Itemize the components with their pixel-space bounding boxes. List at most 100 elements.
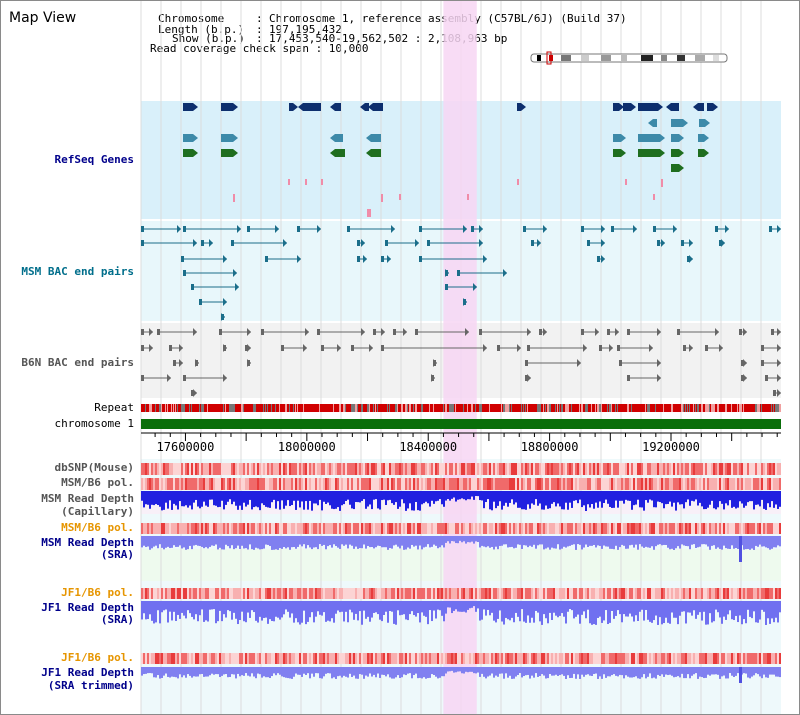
msm-b6-polymorphism-2 (163, 523, 165, 534)
msm-sra-depth (319, 536, 321, 545)
repeat-element (295, 404, 296, 412)
msm-b6-polymorphism (181, 478, 183, 490)
msm-b6-polymorphism (633, 478, 635, 490)
dbsnp-density (661, 463, 663, 475)
msm-sra-depth (327, 536, 329, 547)
msm-capillary-depth (385, 491, 387, 506)
repeat-element (189, 404, 190, 412)
jf1-b6-polymorphism (769, 588, 771, 599)
jf1-trimmed-depth (495, 667, 497, 676)
jf1-sra-depth (735, 601, 737, 616)
jf1-trimmed-depth (331, 667, 333, 679)
msm-b6-polymorphism-2 (609, 523, 611, 534)
msm-b6-polymorphism-2 (393, 523, 395, 534)
msm-capillary-depth (205, 491, 207, 506)
dbsnp-density (189, 463, 191, 475)
jf1-b6-polymorphism-2 (305, 653, 307, 664)
jf1-trimmed-depth (599, 667, 601, 677)
jf1-b6-polymorphism (605, 588, 607, 599)
jf1-b6-polymorphism (525, 588, 527, 599)
jf1-b6-polymorphism (553, 588, 555, 599)
jf1-b6-polymorphism (577, 588, 579, 599)
dbsnp-density (405, 463, 407, 475)
repeat-element (183, 404, 185, 412)
jf1-b6-polymorphism-2 (273, 653, 275, 664)
jf1-trimmed-depth (363, 667, 365, 679)
jf1-b6-polymorphism (547, 588, 549, 599)
msm-b6-polymorphism (561, 478, 563, 490)
jf1-sra-depth (197, 601, 199, 622)
msm-b6-polymorphism-2 (699, 523, 701, 534)
jf1-trimmed-depth (669, 667, 671, 675)
jf1-b6-polymorphism (539, 588, 541, 599)
jf1-b6-polymorphism (765, 588, 767, 599)
msm-sra-depth (257, 536, 259, 549)
msm-sra-depth (229, 536, 231, 549)
jf1-b6-polymorphism-2 (525, 653, 527, 664)
jf1-b6-polymorphism (271, 588, 273, 599)
msm-capillary-depth (453, 491, 455, 498)
jf1-sra-depth (273, 601, 275, 622)
jf1-b6-polymorphism-2 (475, 653, 477, 664)
jf1-trimmed-depth (475, 667, 477, 674)
msm-capillary-depth (619, 491, 621, 501)
repeat-element (421, 404, 423, 412)
jf1-trimmed-depth (685, 667, 687, 679)
jf1-sra-depth (171, 601, 173, 621)
msm-b6-polymorphism-2 (199, 523, 201, 534)
msm-capillary-depth (463, 491, 465, 500)
dbsnp-density (297, 463, 299, 475)
jf1-b6-polymorphism (333, 588, 335, 599)
msm-b6-polymorphism (763, 478, 765, 490)
jf1-sra-depth (149, 601, 151, 615)
msm-b6-polymorphism-2 (501, 523, 503, 534)
jf1-trimmed-depth (737, 667, 739, 674)
dbsnp-density (361, 463, 363, 475)
msm-capillary-depth (217, 491, 219, 508)
jf1-trimmed-depth (325, 667, 327, 674)
jf1-b6-polymorphism (737, 588, 739, 599)
track-label-jf1-b6-pol-2: JF1/B6 pol. (61, 651, 134, 664)
dbsnp-density (315, 463, 317, 475)
jf1-b6-polymorphism-2 (473, 653, 475, 664)
dbsnp-density (473, 463, 475, 475)
msm-sra-depth (293, 536, 295, 548)
jf1-b6-polymorphism (457, 588, 459, 599)
msm-sra-depth (441, 536, 443, 546)
msm-b6-polymorphism-2 (593, 523, 595, 534)
jf1-b6-polymorphism-2 (179, 653, 181, 664)
jf1-trimmed-depth (307, 667, 309, 674)
jf1-trimmed-depth (623, 667, 625, 679)
jf1-b6-polymorphism (523, 588, 525, 599)
msm-b6-polymorphism-2 (497, 523, 499, 534)
gene-feature (698, 149, 704, 157)
msm-sra-depth (533, 536, 535, 545)
dbsnp-density (563, 463, 565, 475)
msm-b6-polymorphism-2 (761, 523, 763, 534)
jf1-trimmed-depth (199, 667, 201, 675)
jf1-b6-polymorphism (189, 588, 191, 599)
jf1-sra-depth (677, 601, 679, 625)
b6n-bac-pair-end (761, 345, 764, 351)
dbsnp-density (387, 463, 389, 475)
jf1-b6-polymorphism (471, 588, 473, 599)
msm-b6-polymorphism (227, 478, 229, 490)
jf1-b6-polymorphism-2 (469, 653, 471, 664)
jf1-trimmed-depth (219, 667, 221, 678)
jf1-trimmed-depth (717, 667, 719, 675)
dbsnp-density (759, 463, 761, 475)
msm-sra-depth (581, 536, 583, 550)
msm-sra-depth (771, 536, 773, 549)
jf1-b6-polymorphism (407, 588, 409, 599)
dbsnp-density (743, 463, 745, 475)
msm-bac-pair-end (681, 240, 684, 246)
msm-sra-depth (627, 536, 629, 549)
track-label-chromosome: chromosome 1 (54, 417, 134, 430)
jf1-sra-depth (233, 601, 235, 613)
jf1-trimmed-depth (633, 667, 635, 678)
msm-capillary-depth (253, 491, 255, 508)
msm-capillary-depth (549, 491, 551, 509)
msm-capillary-depth (447, 491, 449, 500)
jf1-sra-depth (381, 601, 383, 622)
